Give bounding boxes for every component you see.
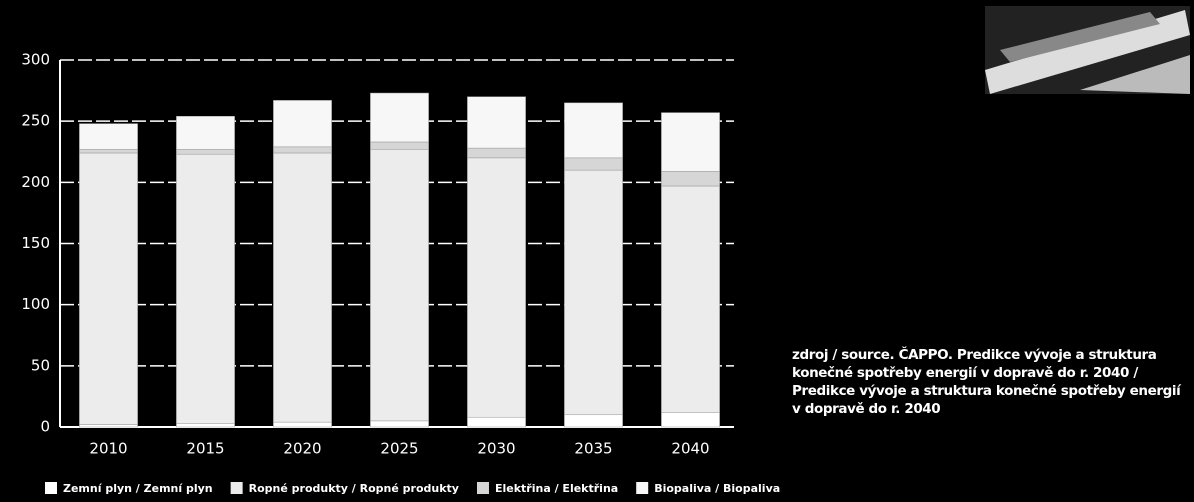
bar-segment	[176, 423, 235, 428]
bar-segment	[176, 153, 235, 424]
y-tick-label: 0	[40, 418, 50, 436]
bar-segment	[79, 123, 138, 150]
source-note: zdroj / source. ČAPPO. Predikce vývoje a…	[792, 347, 1181, 417]
x-tick-label: 2040	[671, 440, 709, 458]
bar-segment	[564, 102, 623, 159]
legend-label: Biopaliva / Biopaliva	[654, 482, 780, 495]
x-tick-label: 2025	[380, 440, 418, 458]
y-tick-label: 200	[21, 173, 50, 191]
y-tick-label: 100	[21, 295, 50, 313]
y-tick-label: 50	[31, 356, 50, 374]
bar-segment	[370, 149, 429, 422]
bar-segment	[661, 185, 720, 413]
bar-segment	[564, 157, 623, 171]
y-tick-label: 150	[21, 234, 50, 252]
legend-label: Elektřina / Elektřina	[495, 482, 618, 495]
legend-swatch	[636, 482, 649, 494]
x-tick-label: 2015	[186, 440, 224, 458]
bar-segment	[79, 152, 138, 425]
bar-segment	[273, 152, 332, 423]
legend-swatch	[476, 482, 489, 494]
bar-segment	[273, 146, 332, 154]
y-tick-label: 250	[21, 112, 50, 130]
bar-segment	[467, 157, 526, 418]
bar-segment	[79, 149, 138, 154]
bar-segment	[370, 420, 429, 428]
bar-segment	[370, 92, 429, 143]
bar-segment	[467, 147, 526, 159]
bar-segment	[467, 416, 526, 428]
bar-segment	[661, 412, 720, 428]
logo-image	[985, 6, 1190, 94]
legend-swatch	[45, 482, 57, 494]
bar-segment	[564, 169, 623, 416]
y-tick-label: 300	[21, 51, 50, 69]
legend-label: Ropné produkty / Ropné produkty	[249, 482, 459, 495]
bar-segment	[661, 112, 720, 172]
legend-swatch	[230, 482, 243, 494]
x-tick-label: 2010	[89, 440, 127, 458]
x-tick-label: 2030	[477, 440, 515, 458]
bar-segment	[176, 116, 235, 150]
bar-segment	[273, 100, 332, 148]
legend-label: Zemní plyn / Zemní plyn	[63, 482, 213, 495]
bar-segment	[564, 414, 623, 428]
bar-segment	[370, 141, 429, 150]
bar-segment	[273, 421, 332, 428]
bar-segment	[176, 149, 235, 155]
x-tick-label: 2020	[283, 440, 321, 458]
x-tick-label: 2035	[574, 440, 612, 458]
bar-segment	[661, 171, 720, 187]
bar-segment	[467, 96, 526, 149]
bar-segment	[79, 424, 138, 428]
